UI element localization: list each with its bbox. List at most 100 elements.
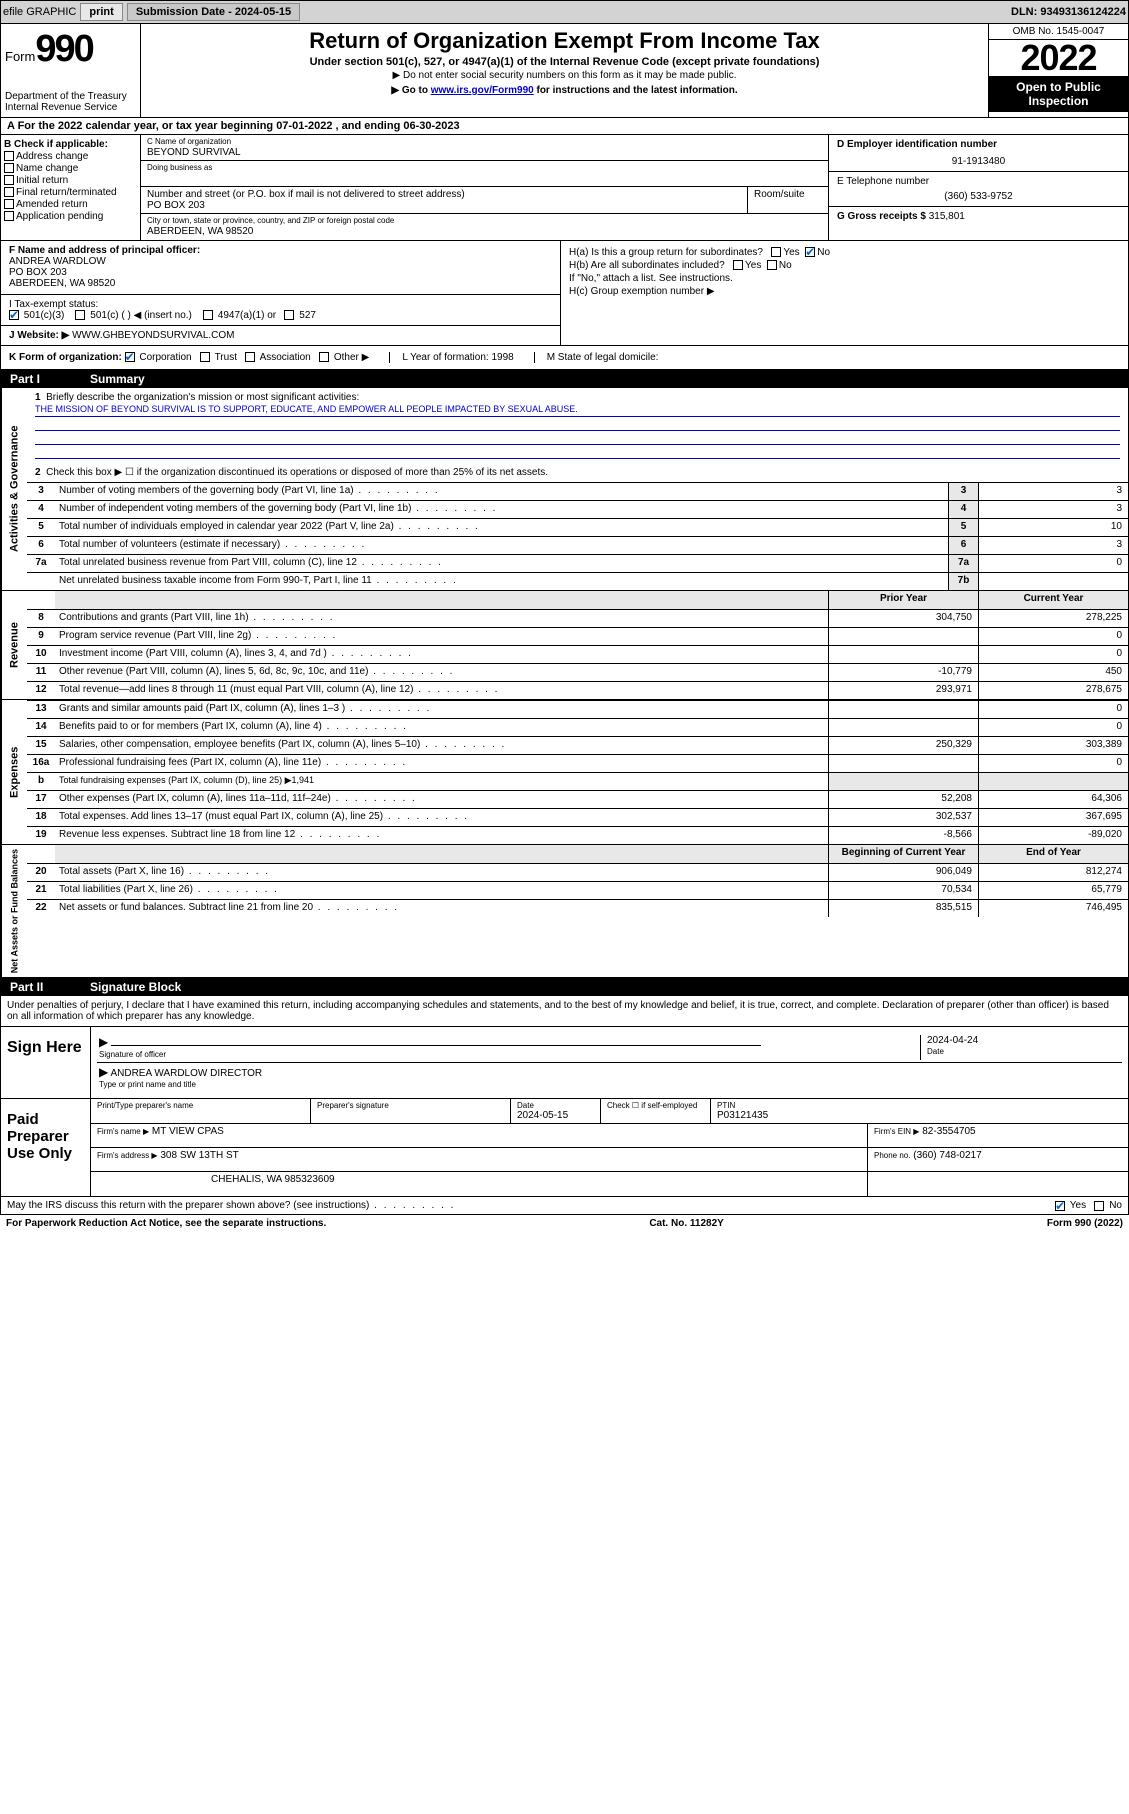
revenue-section: Revenue Prior Year Current Year 8Contrib…	[0, 591, 1129, 700]
box-b-title: B Check if applicable:	[4, 139, 137, 150]
submission-date-button[interactable]: Submission Date - 2024-05-15	[127, 3, 300, 21]
hdr-beginning-year: Beginning of Current Year	[828, 845, 978, 863]
chk-discuss-no[interactable]	[1094, 1201, 1104, 1211]
chk-501c3[interactable]	[9, 310, 19, 320]
hc-label: H(c) Group exemption number ▶	[569, 286, 1120, 297]
revenue-header-row: Prior Year Current Year	[27, 591, 1128, 609]
irs-link[interactable]: www.irs.gov/Form990	[431, 85, 534, 96]
chk-ha-yes[interactable]	[771, 247, 781, 257]
chk-other[interactable]	[319, 352, 329, 362]
section-fhij: F Name and address of principal officer:…	[0, 241, 1129, 346]
irs-discuss-row: May the IRS discuss this return with the…	[0, 1197, 1129, 1215]
box-deg: D Employer identification number 91-1913…	[828, 135, 1128, 240]
activities-governance-section: Activities & Governance 1 Briefly descri…	[0, 388, 1129, 591]
chk-hb-no[interactable]	[767, 260, 777, 270]
box-f: F Name and address of principal officer:…	[1, 241, 560, 295]
row-a-tax-year: A For the 2022 calendar year, or tax yea…	[0, 118, 1129, 135]
box-k: K Form of organization: Corporation Trus…	[9, 352, 369, 363]
box-l: L Year of formation: 1998	[389, 352, 513, 363]
side-label-revenue: Revenue	[1, 591, 27, 699]
box-h: H(a) Is this a group return for subordin…	[561, 241, 1128, 345]
sign-here-section: Sign Here ▶ Signature of officer 2024-04…	[0, 1027, 1129, 1099]
dln-label: DLN: 93493136124224	[1011, 6, 1126, 18]
prep-self-employed[interactable]: Check ☐ if self-employed	[607, 1101, 704, 1110]
chk-assoc[interactable]	[245, 352, 255, 362]
part1-header: Part I Summary	[0, 370, 1129, 388]
firm-addr-label: Firm's address ▶	[97, 1151, 158, 1160]
section-bcdeg: B Check if applicable: Address change Na…	[0, 135, 1129, 241]
ptin-value: P03121435	[717, 1110, 1122, 1121]
room-label: Room/suite	[754, 189, 822, 200]
table-row: 3Number of voting members of the governi…	[27, 482, 1128, 500]
ein-label: D Employer identification number	[837, 139, 1120, 150]
mission-block: 1 Briefly describe the organization's mi…	[27, 388, 1128, 463]
officer-label: F Name and address of principal officer:	[9, 245, 552, 256]
chk-527[interactable]	[284, 310, 294, 320]
table-row: 7aTotal unrelated business revenue from …	[27, 554, 1128, 572]
chk-ha-no[interactable]	[805, 247, 815, 257]
form-subtitle-3: ▶ Go to www.irs.gov/Form990 for instruct…	[149, 85, 980, 96]
city-label: City or town, state or province, country…	[147, 216, 822, 225]
table-row: 18Total expenses. Add lines 13–17 (must …	[27, 808, 1128, 826]
chk-501c[interactable]	[75, 310, 85, 320]
chk-corp[interactable]	[125, 352, 135, 362]
efile-label: efile GRAPHIC	[3, 6, 76, 18]
irs-discuss-question: May the IRS discuss this return with the…	[7, 1200, 369, 1211]
footer-left: For Paperwork Reduction Act Notice, see …	[6, 1218, 326, 1229]
chk-4947[interactable]	[203, 310, 213, 320]
tax-exempt-label: I Tax-exempt status:	[9, 299, 98, 310]
sig-date: 2024-04-24	[927, 1035, 978, 1046]
firm-name-label: Firm's name ▶	[97, 1127, 149, 1136]
table-row: 14Benefits paid to or for members (Part …	[27, 718, 1128, 736]
section-klm: K Form of organization: Corporation Trus…	[0, 346, 1129, 370]
print-button[interactable]: print	[80, 3, 122, 21]
form-990-number: 990	[35, 28, 92, 71]
firm-addr2: CHEHALIS, WA 985323609	[91, 1172, 868, 1196]
box-j: J Website: ▶ WWW.GHBEYONDSURVIVAL.COM	[1, 326, 560, 345]
form-header: Form 990 Department of the Treasury Inte…	[0, 24, 1129, 118]
chk-name-change[interactable]: Name change	[4, 163, 137, 174]
table-row: 11Other revenue (Part VIII, column (A), …	[27, 663, 1128, 681]
prep-date-label: Date	[517, 1101, 594, 1110]
chk-application-pending[interactable]: Application pending	[4, 211, 137, 222]
form-word: Form	[5, 49, 35, 64]
part1-title: Summary	[90, 372, 145, 386]
chk-address-change[interactable]: Address change	[4, 151, 137, 162]
box-b: B Check if applicable: Address change Na…	[1, 135, 141, 240]
ein-value: 91-1913480	[837, 156, 1120, 167]
street-value: PO BOX 203	[147, 200, 741, 211]
part2-num: Part II	[10, 980, 70, 994]
table-row: Net unrelated business taxable income fr…	[27, 572, 1128, 590]
firm-ein: 82-3554705	[922, 1126, 975, 1137]
expenses-section: Expenses 13Grants and similar amounts pa…	[0, 700, 1129, 845]
penalties-text: Under penalties of perjury, I declare th…	[0, 996, 1129, 1027]
table-row: 13Grants and similar amounts paid (Part …	[27, 700, 1128, 718]
form-subtitle-1: Under section 501(c), 527, or 4947(a)(1)…	[149, 56, 980, 68]
arrow-icon: ▶	[99, 1065, 108, 1079]
part1-num: Part I	[10, 372, 70, 386]
side-label-net-assets: Net Assets or Fund Balances	[1, 845, 27, 977]
org-name: BEYOND SURVIVAL	[147, 147, 822, 158]
table-row: 8Contributions and grants (Part VIII, li…	[27, 609, 1128, 627]
table-row: 19Revenue less expenses. Subtract line 1…	[27, 826, 1128, 844]
chk-trust[interactable]	[200, 352, 210, 362]
page-footer: For Paperwork Reduction Act Notice, see …	[0, 1215, 1129, 1232]
part2-header: Part II Signature Block	[0, 978, 1129, 996]
gross-receipts-value: 315,801	[929, 211, 965, 222]
chk-amended-return[interactable]: Amended return	[4, 199, 137, 210]
chk-discuss-yes[interactable]	[1055, 1201, 1065, 1211]
table-row: 15Salaries, other compensation, employee…	[27, 736, 1128, 754]
chk-initial-return[interactable]: Initial return	[4, 175, 137, 186]
officer-name-title: ANDREA WARDLOW DIRECTOR	[110, 1068, 262, 1079]
street-label: Number and street (or P.O. box if mail i…	[147, 189, 741, 200]
table-row: 6Total number of volunteers (estimate if…	[27, 536, 1128, 554]
side-label-expenses: Expenses	[1, 700, 27, 844]
sig-officer-label: Signature of officer	[99, 1050, 166, 1059]
chk-hb-yes[interactable]	[733, 260, 743, 270]
box-i: I Tax-exempt status: 501(c)(3) 501(c) ( …	[1, 295, 560, 326]
top-toolbar: efile GRAPHIC print Submission Date - 20…	[0, 0, 1129, 24]
chk-final-return[interactable]: Final return/terminated	[4, 187, 137, 198]
mission-text: THE MISSION OF BEYOND SURVIVAL IS TO SUP…	[35, 403, 1120, 417]
officer-name-label: Type or print name and title	[99, 1080, 196, 1089]
firm-phone-label: Phone no.	[874, 1151, 910, 1160]
